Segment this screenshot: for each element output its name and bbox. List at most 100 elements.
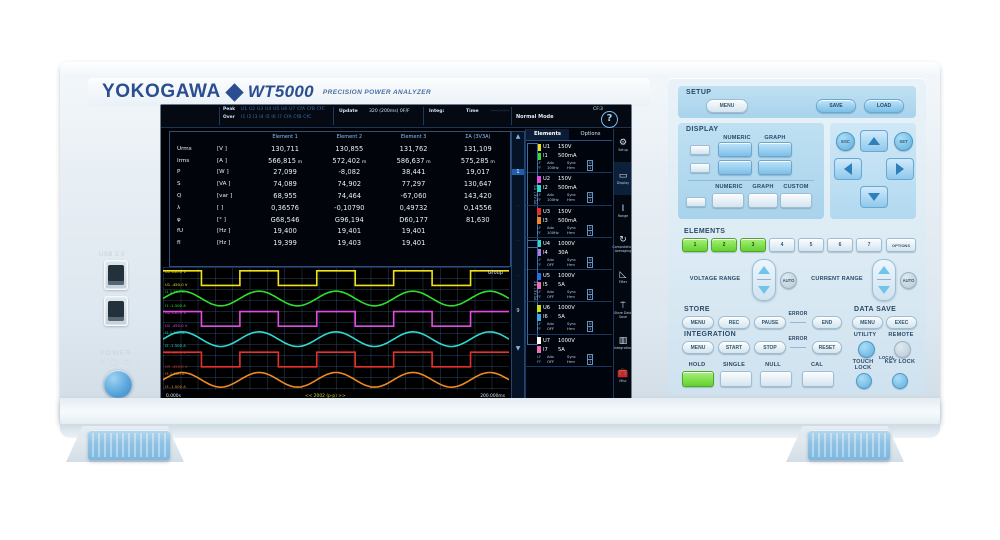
- table-row[interactable]: Urms [V ] 130,711 130,855 131,762 131,109: [170, 143, 510, 155]
- integration-stop-button[interactable]: STOP: [754, 341, 786, 354]
- store-pause-button[interactable]: PAUSE: [754, 316, 786, 329]
- lcd-screen[interactable]: Peak U1 U2 U3 U4 U5 U6 U7 CfA CfB CfC Ove…: [161, 105, 631, 401]
- voltage-range-knob[interactable]: [752, 259, 776, 301]
- element-button-4[interactable]: 4: [769, 238, 795, 252]
- table-scrollbar[interactable]: ▲ 1 · · · 9 ▼: [511, 131, 525, 401]
- display-row3-lamp[interactable]: [686, 197, 706, 207]
- table-row[interactable]: λ [ ] 0,36576 -0,10790 0,49732 0,14556: [170, 202, 510, 214]
- table-row[interactable]: fU [Hz ] 19,400 19,401 19,401: [170, 225, 510, 237]
- null-button[interactable]: [760, 371, 792, 387]
- set-button[interactable]: SET: [894, 132, 913, 151]
- cal-button[interactable]: [802, 371, 834, 387]
- element-row-U2[interactable]: U2 150V: [537, 175, 612, 184]
- touch-lock-button[interactable]: [856, 373, 872, 389]
- store-rec-button[interactable]: REC: [718, 316, 750, 329]
- setup-menu-button[interactable]: MENU: [706, 99, 748, 113]
- rail-item-store[interactable]: ⍡ Store Data Save: [614, 294, 631, 327]
- save-button[interactable]: SAVE: [816, 99, 856, 113]
- integration-menu-button[interactable]: MENU: [682, 341, 714, 354]
- rail-item-range[interactable]: I Range: [614, 195, 631, 228]
- element-row-U1[interactable]: U1 150V: [537, 143, 612, 152]
- nav-left-button[interactable]: [834, 158, 862, 180]
- data-save-exec-button[interactable]: EXEC: [886, 316, 917, 329]
- elements-options-button[interactable]: OPTIONS: [886, 238, 916, 252]
- element-group-5[interactable]: U6 1000V I6 5A LF Adv Sync U FF OFF Hrm 1: [526, 302, 612, 335]
- help-icon[interactable]: ?: [601, 111, 618, 128]
- hold-button[interactable]: [682, 371, 714, 387]
- element-group-1[interactable]: U2 150V I2 500mA LF Adv Sync U FF 100Hz Hrm 1: [526, 173, 612, 206]
- element-row-I1[interactable]: I1 500mA: [537, 152, 612, 161]
- remote-button[interactable]: [894, 341, 911, 358]
- element-row-I7[interactable]: I7 5A: [537, 345, 612, 354]
- key-lock-button[interactable]: [892, 373, 908, 389]
- display-row2-lamp[interactable]: [690, 163, 710, 173]
- element-row-I6[interactable]: I6 5A: [537, 313, 612, 322]
- element-button-2[interactable]: 2: [711, 238, 737, 252]
- nav-right-button[interactable]: [886, 158, 914, 180]
- element-row-I3[interactable]: I3 500mA: [537, 216, 612, 225]
- single-button[interactable]: [720, 371, 752, 387]
- table-row[interactable]: Q [var ] 68,955 74,464 -67,060 143,420: [170, 190, 510, 202]
- table-row[interactable]: Irms [A ] 566,815 m 572,402 m 586,637 m 575,2…: [170, 155, 510, 167]
- table-row[interactable]: S [VA ] 74,089 74,902 77,297 130,647: [170, 178, 510, 190]
- nav-down-button[interactable]: [860, 186, 888, 208]
- power-button[interactable]: [104, 370, 132, 398]
- element-row-U3[interactable]: U3 150V: [537, 207, 612, 216]
- display-graph-button-2[interactable]: [758, 160, 792, 175]
- element-group-3[interactable]: ΣB (3V3A) U4 1000V I4 30A LF Adv Sync U FF OFF Hrm 1: [526, 238, 612, 345]
- scroll-up-icon[interactable]: ▲: [515, 133, 521, 140]
- rail-item-setup[interactable]: ⚙ Setup: [614, 129, 631, 162]
- scroll-item-9[interactable]: 9: [516, 308, 520, 314]
- elements-panel[interactable]: Elements Options ΣA (3V3A) U1 150V I1 500mA LF…: [525, 129, 612, 399]
- element-button-6[interactable]: 6: [827, 238, 853, 252]
- display-custom-button[interactable]: [780, 193, 812, 208]
- element-row-I4[interactable]: I4 30A: [537, 248, 612, 257]
- element-button-3[interactable]: 3: [740, 238, 766, 252]
- table-row[interactable]: fI [Hz ] 19,399 19,403 19,401: [170, 237, 510, 249]
- elements-tab-options[interactable]: Options: [580, 131, 601, 137]
- table-row[interactable]: φ [° ] G68,546 G96,194 D60,177 81,630: [170, 214, 510, 226]
- display-graph-button-3[interactable]: [748, 193, 778, 208]
- scroll-item-·[interactable]: ·: [517, 273, 519, 279]
- waveform-display[interactable]: Group U1 450.0 V U1 -450.0 V I1 1.500 A I1 …: [163, 267, 509, 400]
- element-button-5[interactable]: 5: [798, 238, 824, 252]
- element-row-U7[interactable]: U7 1000V: [537, 336, 612, 345]
- element-button-7[interactable]: 7: [856, 238, 882, 252]
- current-auto-button[interactable]: AUTO: [900, 272, 917, 289]
- nav-up-button[interactable]: [860, 130, 888, 152]
- store-menu-button[interactable]: MENU: [682, 316, 714, 329]
- scroll-item-·[interactable]: ·: [517, 203, 519, 209]
- rail-item-misc[interactable]: 🧰 Misc: [614, 360, 631, 393]
- display-graph-button-1[interactable]: [758, 142, 792, 157]
- load-button[interactable]: LOAD: [864, 99, 904, 113]
- element-row-I2[interactable]: I2 500mA: [537, 184, 612, 193]
- esc-button[interactable]: ESC: [836, 132, 855, 151]
- rail-item-computation[interactable]: ↻Computation Averaging: [612, 228, 631, 261]
- integration-start-button[interactable]: START: [718, 341, 750, 354]
- element-row-U6[interactable]: U6 1000V: [537, 304, 612, 313]
- element-group-6[interactable]: U7 1000V I7 5A LF Adv Sync U FF OFF Hrm 1: [526, 335, 612, 367]
- elements-tab-elements[interactable]: Elements: [526, 129, 569, 140]
- display-numeric-button-1[interactable]: [718, 142, 752, 157]
- store-end-button[interactable]: END: [812, 316, 842, 329]
- element-group-0[interactable]: ΣA (3V3A) U1 150V I1 500mA LF Adv Sync U FF 100Hz H…: [526, 141, 612, 248]
- display-numeric-button-2[interactable]: [718, 160, 752, 175]
- display-row1-lamp[interactable]: [690, 145, 710, 155]
- integration-reset-button[interactable]: RESET: [812, 341, 842, 354]
- display-numeric-button-3[interactable]: [712, 193, 744, 208]
- element-button-1[interactable]: 1: [682, 238, 708, 252]
- rail-item-filter[interactable]: ◺ Filter: [614, 261, 631, 294]
- voltage-auto-button[interactable]: AUTO: [780, 272, 797, 289]
- numeric-measurement-table[interactable]: Element 1 Element 2 Element 3 ΣA (3V3A) Urm…: [169, 131, 511, 267]
- rail-item-display[interactable]: ▭ Display: [614, 162, 631, 195]
- scroll-item-1[interactable]: 1: [512, 169, 524, 175]
- data-save-menu-button[interactable]: MENU: [852, 316, 883, 329]
- element-group-2[interactable]: U3 150V I3 500mA LF Adv Sync U FF 100Hz Hrm 1: [526, 206, 612, 238]
- usb-port-1[interactable]: [104, 260, 128, 290]
- current-range-knob[interactable]: [872, 259, 896, 301]
- utility-button[interactable]: [858, 341, 875, 358]
- rail-item-integration[interactable]: ▥ Integration: [614, 327, 631, 360]
- element-row-U5[interactable]: U5 1000V: [537, 272, 612, 281]
- scroll-item-·[interactable]: ·: [517, 238, 519, 244]
